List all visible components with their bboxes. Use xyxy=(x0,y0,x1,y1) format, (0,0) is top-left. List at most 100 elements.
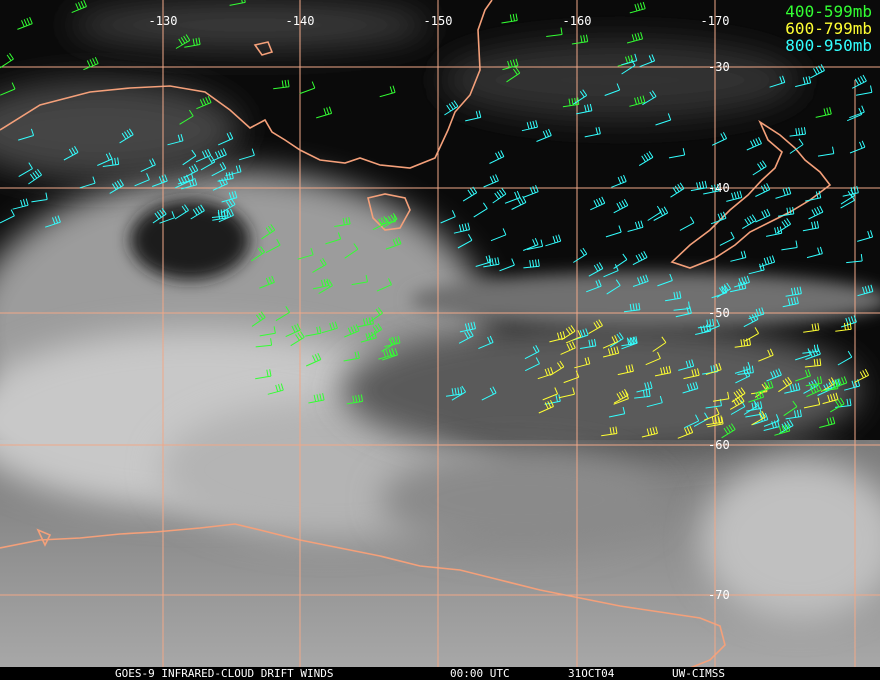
wind-barb xyxy=(511,195,527,210)
wind-barb xyxy=(734,275,750,288)
wind-barb xyxy=(526,239,544,250)
wind-barb xyxy=(152,208,167,224)
wind-barb xyxy=(312,278,330,290)
wind-barb xyxy=(367,323,383,339)
wind-barb xyxy=(634,389,651,399)
wind-barb xyxy=(690,180,708,192)
wind-barb xyxy=(563,370,580,384)
wind-barb xyxy=(376,278,392,292)
wind-barb xyxy=(211,208,229,218)
wind-barb xyxy=(854,368,870,383)
wind-barb xyxy=(844,379,861,391)
wind-barb xyxy=(261,224,276,240)
wind-barb xyxy=(177,173,194,185)
wind-barb xyxy=(655,113,672,126)
wind-barb xyxy=(758,348,774,362)
wind-barb xyxy=(524,357,540,372)
wind-barb xyxy=(763,419,780,431)
latitude-label: -70 xyxy=(708,588,730,602)
wind-barb xyxy=(523,185,539,198)
wind-barb xyxy=(608,406,626,418)
wind-barb xyxy=(238,148,255,161)
wind-barb xyxy=(670,182,685,198)
wind-barb xyxy=(735,369,751,384)
wind-barb xyxy=(766,368,782,382)
wind-barb xyxy=(305,352,322,367)
wind-barb xyxy=(211,162,227,177)
wind-barb xyxy=(822,392,839,405)
wind-barb xyxy=(847,107,863,122)
wind-barb xyxy=(308,393,325,404)
legend-entry: 400-599mb xyxy=(785,2,872,21)
wind-barb xyxy=(255,369,272,380)
wind-barb xyxy=(766,226,783,237)
wind-barb xyxy=(673,301,690,311)
wind-barb xyxy=(849,140,866,154)
wind-barb xyxy=(571,34,589,45)
wind-barb xyxy=(297,247,314,260)
wind-barb xyxy=(846,254,863,264)
wind-barb xyxy=(653,206,669,221)
wind-barb xyxy=(840,315,857,328)
wind-barb xyxy=(259,275,275,289)
wind-barb xyxy=(499,258,515,272)
wind-barb xyxy=(629,1,646,14)
wind-barb xyxy=(267,383,284,395)
wind-barb xyxy=(602,335,619,349)
wind-barb xyxy=(719,231,735,246)
wind-barb xyxy=(179,109,194,125)
wind-barb xyxy=(840,194,855,209)
wind-barb xyxy=(789,138,804,154)
wind-barb xyxy=(28,169,43,185)
wind-barb xyxy=(802,220,820,232)
wind-barb xyxy=(200,155,216,171)
wind-barb xyxy=(489,150,505,164)
wind-barb xyxy=(806,246,823,259)
wind-barb xyxy=(795,75,812,88)
wind-barb xyxy=(369,307,383,323)
wind-barb xyxy=(183,164,199,179)
wind-barb xyxy=(561,325,576,341)
wind-barb xyxy=(730,250,747,262)
wind-barb xyxy=(645,351,661,366)
wind-barb xyxy=(755,208,771,223)
wind-barb xyxy=(627,220,644,232)
wind-barb xyxy=(458,329,474,344)
wind-barb xyxy=(588,262,604,277)
wind-barb xyxy=(378,347,395,360)
wind-barb xyxy=(181,177,198,190)
wind-barb xyxy=(795,348,811,361)
wind-barb xyxy=(0,53,14,69)
wind-barb xyxy=(325,232,342,245)
wind-barb xyxy=(221,190,238,203)
wind-barb xyxy=(299,81,316,95)
wind-barb xyxy=(560,341,576,355)
wind-barb xyxy=(584,126,601,138)
wind-barb xyxy=(697,318,715,329)
wind-barb xyxy=(804,358,822,368)
wind-barb xyxy=(639,54,656,68)
latitude-label: -30 xyxy=(708,60,730,74)
wind-barb xyxy=(729,281,747,293)
wind-barb xyxy=(465,110,482,122)
longitude-label: -130 xyxy=(149,14,178,28)
wind-barb xyxy=(538,399,554,414)
wind-barb xyxy=(572,328,589,341)
wind-barb xyxy=(815,107,832,118)
wind-barb xyxy=(444,100,459,116)
wind-barb xyxy=(83,56,99,71)
wind-barb xyxy=(334,217,351,227)
wind-barb xyxy=(221,198,236,214)
wind-barb xyxy=(682,381,699,394)
wind-barb xyxy=(537,367,554,380)
wind-barb xyxy=(119,128,134,144)
wind-barb xyxy=(384,335,401,348)
wind-barb xyxy=(626,32,644,44)
wind-barb xyxy=(707,416,724,428)
wind-barb xyxy=(576,103,593,115)
wind-barb xyxy=(45,215,61,228)
wind-barb xyxy=(783,400,798,417)
wind-barb xyxy=(613,389,629,404)
wind-barb xyxy=(704,407,720,421)
